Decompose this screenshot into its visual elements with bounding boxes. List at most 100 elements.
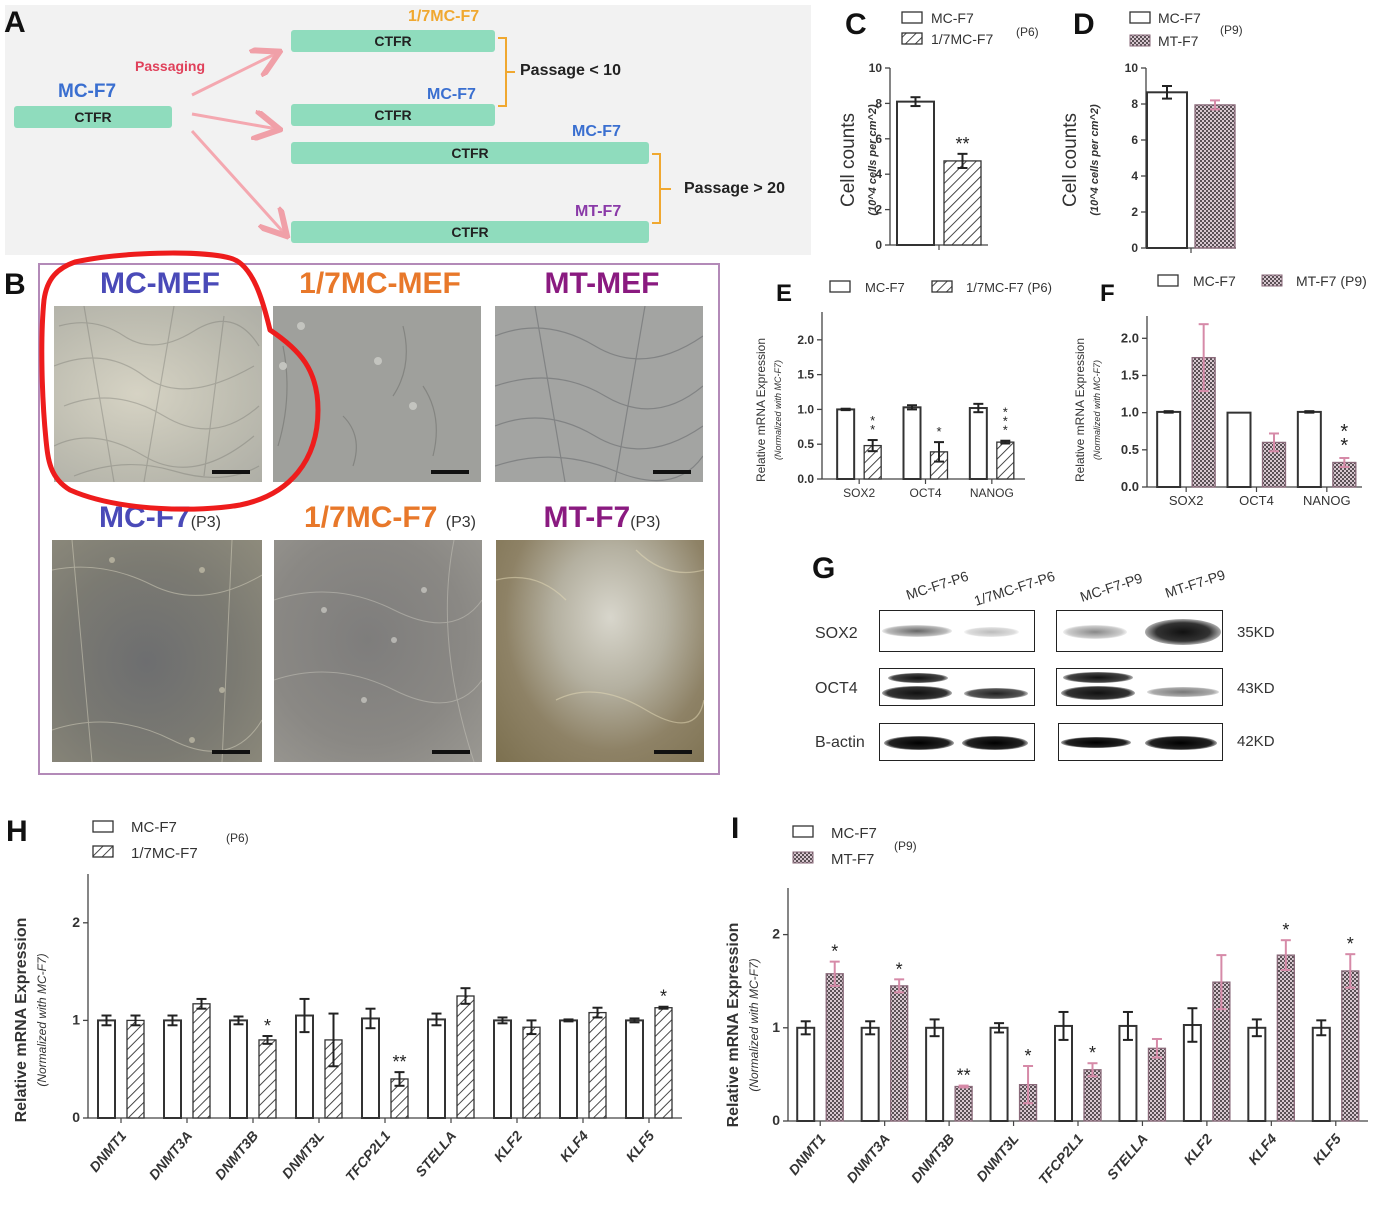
- micro-title-mt-f7: MT-F7(P3): [543, 501, 661, 534]
- y-tick-label: 2: [875, 203, 882, 217]
- micro-title-17mc-f7: 1/7MC-F7 (P3): [304, 501, 476, 534]
- y-tick-label: 0: [875, 238, 882, 252]
- micro-title-mt-mef: MT-MEF: [544, 267, 660, 300]
- x-category-label: DNMT3B: [212, 1128, 262, 1183]
- significance-marker: *: [896, 959, 903, 979]
- significance-marker: *: [1003, 414, 1008, 429]
- bar-1-7mc-f7: [456, 995, 475, 1119]
- significance-marker: *: [1347, 934, 1354, 954]
- svg-text:(P9): (P9): [1220, 23, 1243, 37]
- bar-mc-f7: [625, 1019, 644, 1119]
- significance-marker: *: [1003, 405, 1008, 420]
- svg-text:(P6): (P6): [1016, 25, 1039, 39]
- bar-mc-f7: [836, 408, 856, 481]
- chart-f-legend: MC-F7 MT-F7 (P9): [1157, 273, 1367, 289]
- source-ctfr-box: CTFR: [14, 106, 172, 128]
- significance-marker: **: [955, 134, 969, 154]
- significance-marker: *: [660, 987, 667, 1007]
- bar-mt-f7: [1194, 104, 1236, 249]
- target-ctfr-box-1: CTFR: [291, 30, 495, 52]
- chart-c-cell-counts: MC-F7 1/7MC-F7 (P6) Cell counts (10^4 ce…: [838, 10, 1039, 252]
- y-tick-label: 8: [875, 96, 882, 110]
- target-label-1: 1/7MC-F7: [408, 8, 480, 25]
- svg-text:Cell counts: Cell counts: [838, 113, 859, 207]
- svg-text:MC-F7: MC-F7: [131, 819, 177, 836]
- x-category-label: NANOG: [970, 486, 1014, 500]
- significance-marker: *: [870, 413, 875, 428]
- svg-text:(P6): (P6): [226, 831, 249, 845]
- x-category-label: DNMT3A: [146, 1128, 196, 1183]
- significance-marker: *: [264, 1016, 271, 1036]
- bar-1-7mc-f7: [258, 1039, 277, 1119]
- x-category-label: SOX2: [843, 486, 875, 500]
- y-tick-label: 4: [875, 167, 882, 181]
- x-category-label: DNMT1: [785, 1130, 828, 1177]
- x-category-label: TFCP2L1: [1035, 1130, 1086, 1187]
- chart-f-mrna: MC-F7 MT-F7 (P9) Relative mRNA Expressio…: [1073, 273, 1367, 508]
- significance-marker: **: [957, 1066, 971, 1086]
- x-category-label: STELLA: [412, 1128, 459, 1180]
- bar-mc-f7: [1156, 410, 1182, 488]
- micrograph-mt-f7: [496, 540, 704, 762]
- bar-mt-f7: [1147, 1047, 1167, 1122]
- x-category-label: OCT4: [1239, 493, 1274, 508]
- chart-i-mrna: MC-F7 MT-F7 (P9) Relative mRNA Expressio…: [725, 825, 1368, 1187]
- chart-d-cell-counts: MC-F7 MT-F7 (P9) Cell counts (10^4 cells…: [1060, 10, 1243, 255]
- blot-size-42kd: 42KD: [1237, 733, 1275, 750]
- svg-text:(Normalized with MC-F7): (Normalized with MC-F7): [35, 953, 49, 1086]
- svg-text:MC-F7-P9: MC-F7-P9: [1078, 570, 1145, 605]
- svg-text:MC-F7: MC-F7: [1193, 273, 1236, 289]
- significance-marker: *: [1089, 1043, 1096, 1063]
- panel-letter-f: F: [1100, 280, 1115, 307]
- significance-marker: *: [1003, 423, 1008, 438]
- blot-sox2-right: [1056, 610, 1223, 652]
- svg-text:1/7MC-F7-P6: 1/7MC-F7-P6: [972, 568, 1057, 609]
- bar-mc-f7: [925, 1026, 945, 1122]
- svg-text:(10^4 cells per cm^2): (10^4 cells per cm^2): [867, 104, 879, 216]
- svg-text:(Normalized with MC-F7): (Normalized with MC-F7): [747, 958, 761, 1091]
- y-tick-label: 1: [72, 1011, 80, 1027]
- bar-mt-f7: [825, 973, 844, 1122]
- y-tick-label: 10: [869, 61, 883, 75]
- micrograph-mc-f7: [52, 540, 262, 762]
- blot-row-label-sox2: SOX2: [815, 625, 858, 642]
- x-category-label: KLF5: [623, 1127, 658, 1164]
- blot-row-label-bactin: B-actin: [815, 734, 865, 751]
- target-ctfr-box-4: CTFR: [291, 221, 649, 243]
- scale-bar: [432, 750, 470, 754]
- svg-text:MT-F7: MT-F7: [1158, 33, 1199, 49]
- blot-size-35kd: 35KD: [1237, 624, 1275, 641]
- bar-mc-f7: [163, 1019, 182, 1119]
- x-category-label: DNMT3L: [279, 1128, 328, 1182]
- x-category-label: OCT4: [909, 486, 941, 500]
- bar-mt-f7: [890, 985, 909, 1122]
- panel-letter-e: E: [776, 280, 793, 307]
- bar-1-7mc-f7: [522, 1026, 541, 1119]
- micro-title-17mc-mef: 1/7MC-MEF: [299, 267, 461, 300]
- target-label-3: MC-F7: [572, 123, 621, 140]
- bar-mc-f7: [896, 100, 935, 246]
- bar-mc-f7: [229, 1019, 248, 1119]
- passaging-arrows: [190, 5, 811, 255]
- bar-mt-f7: [1341, 970, 1360, 1122]
- x-category-label: DNMT3L: [973, 1131, 1022, 1185]
- y-tick-label: 6: [875, 132, 882, 146]
- blot-oct4-left: [879, 668, 1035, 706]
- y-tick-label: 0.0: [1121, 479, 1139, 494]
- y-tick-label: 1.5: [797, 368, 814, 382]
- svg-text:(Normalized with MC-F7): (Normalized with MC-F7): [1092, 360, 1102, 460]
- scale-bar: [654, 750, 692, 754]
- panel-letter-h: H: [6, 815, 28, 848]
- bar-mc-f7: [97, 1019, 116, 1119]
- micrograph-17mc-f7: [274, 540, 482, 762]
- x-category-label: NANOG: [1303, 493, 1351, 508]
- passage-gt20-label: Passage > 20: [684, 180, 785, 197]
- micrograph-mc-mef: [54, 306, 262, 482]
- x-category-label: KLF2: [1180, 1130, 1215, 1167]
- panel-letter-c: C: [845, 8, 867, 41]
- svg-text:(10^4 cells per cm^2): (10^4 cells per cm^2): [1089, 104, 1101, 216]
- bar-mt-f7: [954, 1085, 973, 1122]
- svg-text:1/7MC-F7: 1/7MC-F7: [131, 845, 198, 862]
- panel-letter-i: I: [731, 812, 740, 845]
- blot-bactin-left: [879, 723, 1035, 761]
